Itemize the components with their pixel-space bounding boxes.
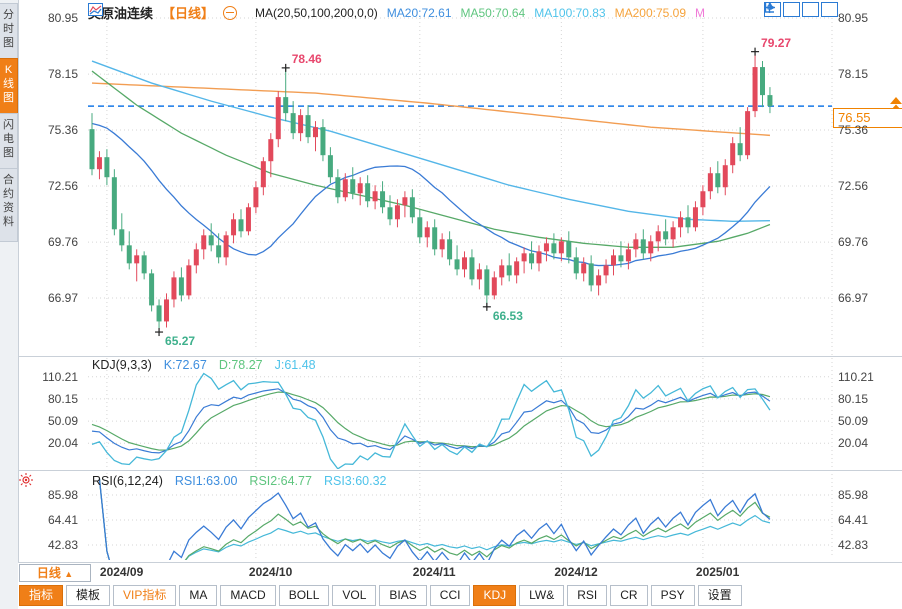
kdj-axis-right-80.15: 80.15 (838, 391, 869, 406)
price-axis-left-72.56: 72.56 (47, 179, 78, 194)
price-annotation-66.53: 66.53 (492, 308, 523, 323)
pan-right-icon[interactable] (764, 2, 838, 17)
kdj-axis-left-50.09: 50.09 (47, 414, 78, 429)
chart-graphics (18, 17, 902, 560)
kdj-j-value: J:61.48 (274, 358, 316, 372)
collapse-circle-icon[interactable] (223, 5, 238, 20)
kdj-axis-left-110.21: 110.21 (42, 369, 78, 384)
indicator-button-模板[interactable]: 模板 (66, 585, 111, 606)
indicator-button-CR[interactable]: CR (610, 585, 648, 606)
indicator-button-RSI[interactable]: RSI (567, 585, 608, 606)
kdj-panel-header: KDJ(9,3,3) K:72.67 D:78.27 J:61.48 (92, 358, 316, 372)
rsi3-value: RSI3:60.32 (323, 474, 387, 488)
ma200-value: MA200:75.09 (614, 5, 686, 20)
kdj-axis-left-20.04: 20.04 (47, 436, 78, 451)
price-axis-right-78.15: 78.15 (838, 67, 869, 82)
indicator-button-MACD[interactable]: MACD (220, 585, 276, 606)
price-annotation-65.27: 65.27 (165, 334, 196, 349)
kdj-k-value: K:72.67 (163, 358, 207, 372)
indicator-button-PSY[interactable]: PSY (650, 585, 695, 606)
sidebar-tab-4[interactable]: 合约资料 (0, 168, 18, 242)
chart-control-icons (764, 2, 838, 17)
kdj-axis-right-110.21: 110.21 (838, 369, 874, 384)
kdj-axis-right-20.04: 20.04 (838, 436, 869, 451)
rsi2-value: RSI2:64.77 (249, 474, 312, 488)
rsi-axis-right-42.83: 42.83 (838, 537, 869, 552)
ma-extra-value: M (695, 5, 705, 20)
rsi1-value: RSI1:63.00 (174, 474, 238, 488)
ma20-value: MA20:72.61 (386, 5, 452, 20)
ma50-value: MA50:70.64 (460, 5, 526, 20)
price-axis-left-66.97: 66.97 (47, 290, 78, 305)
date-label-2024/11: 2024/11 (412, 565, 456, 579)
indicator-button-BOLL[interactable]: BOLL (278, 585, 330, 606)
indicator-button-BIAS[interactable]: BIAS (379, 585, 427, 606)
period-up-triangle-icon: ▲ (64, 569, 74, 579)
rsi-axis-right-85.98: 85.98 (838, 488, 869, 502)
rsi-axis-left-85.98: 85.98 (47, 488, 78, 502)
rsi-axis-left-42.83: 42.83 (47, 537, 78, 552)
price-axis-right-72.56: 72.56 (838, 179, 869, 194)
zoom-x-axis-icon[interactable] (764, 2, 819, 17)
price-axis-right-69.76: 69.76 (838, 235, 869, 250)
date-label-2024/12: 2024/12 (554, 565, 598, 579)
period-selector-label: 日线 (36, 566, 61, 580)
price-axis-left-69.76: 69.76 (47, 235, 78, 250)
date-label-2024/09: 2024/09 (99, 565, 144, 579)
date-axis-row: 日线 ▲ 2024/09 2024/10 2024/11 2024/12 2025/01 (18, 562, 902, 583)
kdj-axis-right-50.09: 50.09 (838, 414, 869, 429)
price-annotation-79.27: 79.27 (761, 35, 792, 50)
zoom-y-axis-icon[interactable] (764, 2, 800, 17)
rsi-formula: RSI(6,12,24) (92, 474, 163, 488)
indicator-button-设置[interactable]: 设置 (697, 585, 742, 606)
current-price-box: 76.55 (833, 108, 902, 128)
hot-indicator-sun-icon[interactable] (19, 473, 33, 487)
indicator-button-CCI[interactable]: CCI (429, 585, 471, 606)
indicator-button-指标[interactable]: 指标 (19, 585, 64, 606)
rsi-panel-header: RSI(6,12,24) RSI1:63.00 RSI2:64.77 RSI3:… (92, 474, 387, 488)
sidebar-tab-3[interactable]: 闪电图 (0, 113, 18, 173)
left-sidebar: 分时图 K线图 闪电图 合约资料 (0, 0, 19, 609)
indicator-button-VOL[interactable]: VOL (332, 585, 377, 606)
rsi-axis-right-64.41: 64.41 (838, 512, 869, 527)
kdj-d-value: D:78.27 (218, 358, 263, 372)
ma-formula: MA(20,50,100,200,0,0) (255, 5, 378, 20)
instrument-title: 美原油连续 (88, 6, 154, 21)
sidebar-tab-2[interactable]: K线图 (0, 58, 18, 118)
chart-canvas[interactable] (0, 0, 902, 562)
indicator-button-LW&[interactable]: LW& (519, 585, 565, 606)
ma100-value: MA100:70.83 (534, 5, 606, 20)
date-label-2024/10: 2024/10 (248, 565, 293, 579)
main-chart-header: 美原油连续 【日线】 MA(20,50,100,200,0,0) MA20:72… (88, 3, 705, 22)
price-axis-left-80.95: 80.95 (47, 11, 78, 25)
kdj-formula: KDJ(9,3,3) (92, 358, 152, 372)
indicator-button-VIP指标[interactable]: VIP指标 (113, 585, 177, 606)
indicator-toolbar: 指标 模板 VIP指标 MA MACD BOLL VOL BIAS CCI KDJ LW& RSI CR… (18, 582, 902, 609)
price-axis-right-66.97: 66.97 (838, 290, 869, 305)
price-axis-left-78.15: 78.15 (47, 67, 78, 82)
kdj-axis-left-80.15: 80.15 (47, 391, 78, 406)
indicator-button-KDJ[interactable]: KDJ (473, 585, 517, 606)
price-annotation-78.46: 78.46 (291, 51, 322, 66)
rsi-axis-left-64.41: 64.41 (47, 512, 78, 527)
period-tag: 【日线】 (162, 6, 215, 21)
price-axis-right-80.95: 80.95 (838, 11, 869, 25)
price-axis-right-75.36: 75.36 (838, 122, 869, 137)
indicator-button-MA[interactable]: MA (179, 585, 218, 606)
period-selector-button[interactable]: 日线 ▲ (19, 564, 91, 582)
price-axis-left-75.36: 75.36 (47, 122, 78, 137)
date-label-2025/01: 2025/01 (695, 565, 740, 579)
